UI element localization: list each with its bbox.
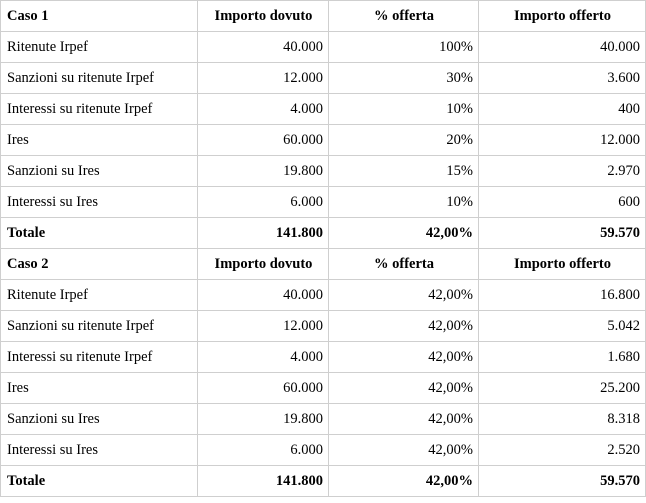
total-label: Totale <box>0 217 198 249</box>
importo-offerto-cell: 16.800 <box>478 279 646 311</box>
table-row: Sanzioni su ritenute Irpef 12.000 30% 3.… <box>0 62 646 94</box>
table-row: Interessi su Ires 6.000 42,00% 2.520 <box>0 434 646 466</box>
importo-dovuto-cell: 4.000 <box>197 341 329 373</box>
percent-offerta-cell: 15% <box>328 155 479 187</box>
section-title: Caso 1 <box>0 0 198 32</box>
row-label: Ires <box>0 372 198 404</box>
total-row: Totale 141.800 42,00% 59.570 <box>0 465 646 497</box>
importo-offerto-cell: 2.970 <box>478 155 646 187</box>
percent-offerta-cell: 42,00% <box>328 310 479 342</box>
importo-offerto-cell: 600 <box>478 186 646 218</box>
row-label: Sanzioni su Ires <box>0 403 198 435</box>
importo-dovuto-cell: 4.000 <box>197 93 329 125</box>
section-header-row: Caso 2 Importo dovuto % offerta Importo … <box>0 248 646 280</box>
row-label: Interessi su Ires <box>0 434 198 466</box>
importo-dovuto-cell: 6.000 <box>197 434 329 466</box>
table-row: Ires 60.000 42,00% 25.200 <box>0 372 646 404</box>
importo-offerto-cell: 5.042 <box>478 310 646 342</box>
percent-offerta-cell: 30% <box>328 62 479 94</box>
importo-dovuto-cell: 60.000 <box>197 372 329 404</box>
importo-offerto-cell: 40.000 <box>478 31 646 63</box>
table-row: Sanzioni su Ires 19.800 15% 2.970 <box>0 155 646 187</box>
importo-dovuto-cell: 40.000 <box>197 279 329 311</box>
total-importo-offerto: 59.570 <box>478 465 646 497</box>
importo-offerto-cell: 1.680 <box>478 341 646 373</box>
importo-offerto-cell: 8.318 <box>478 403 646 435</box>
percent-offerta-cell: 20% <box>328 124 479 156</box>
table-row: Ritenute Irpef 40.000 42,00% 16.800 <box>0 279 646 311</box>
row-label: Ritenute Irpef <box>0 31 198 63</box>
importo-offerto-cell: 12.000 <box>478 124 646 156</box>
table-row: Interessi su ritenute Irpef 4.000 42,00%… <box>0 341 646 373</box>
percent-offerta-cell: 42,00% <box>328 279 479 311</box>
table-row: Interessi su ritenute Irpef 4.000 10% 40… <box>0 93 646 125</box>
table-row: Interessi su Ires 6.000 10% 600 <box>0 186 646 218</box>
importo-offerto-cell: 2.520 <box>478 434 646 466</box>
column-header-importo-offerto: Importo offerto <box>478 0 646 32</box>
total-label: Totale <box>0 465 198 497</box>
total-importo-offerto: 59.570 <box>478 217 646 249</box>
column-header-importo-dovuto: Importo dovuto <box>197 248 329 280</box>
table-row: Ires 60.000 20% 12.000 <box>0 124 646 156</box>
importo-dovuto-cell: 12.000 <box>197 310 329 342</box>
row-label: Ires <box>0 124 198 156</box>
column-header-percent-offerta: % offerta <box>328 0 479 32</box>
table-row: Sanzioni su ritenute Irpef 12.000 42,00%… <box>0 310 646 342</box>
row-label: Sanzioni su ritenute Irpef <box>0 310 198 342</box>
percent-offerta-cell: 10% <box>328 93 479 125</box>
percent-offerta-cell: 42,00% <box>328 372 479 404</box>
importo-offerto-cell: 3.600 <box>478 62 646 94</box>
total-row: Totale 141.800 42,00% 59.570 <box>0 217 646 249</box>
importo-dovuto-cell: 12.000 <box>197 62 329 94</box>
table-row: Ritenute Irpef 40.000 100% 40.000 <box>0 31 646 63</box>
column-header-importo-dovuto: Importo dovuto <box>197 0 329 32</box>
importo-dovuto-cell: 60.000 <box>197 124 329 156</box>
percent-offerta-cell: 42,00% <box>328 434 479 466</box>
percent-offerta-cell: 42,00% <box>328 341 479 373</box>
total-importo-dovuto: 141.800 <box>197 217 329 249</box>
importo-dovuto-cell: 6.000 <box>197 186 329 218</box>
column-header-percent-offerta: % offerta <box>328 248 479 280</box>
table-row: Sanzioni su Ires 19.800 42,00% 8.318 <box>0 403 646 435</box>
row-label: Interessi su ritenute Irpef <box>0 93 198 125</box>
percent-offerta-cell: 10% <box>328 186 479 218</box>
row-label: Sanzioni su Ires <box>0 155 198 187</box>
row-label: Interessi su Ires <box>0 186 198 218</box>
total-percent-offerta: 42,00% <box>328 217 479 249</box>
importo-dovuto-cell: 19.800 <box>197 403 329 435</box>
row-label: Ritenute Irpef <box>0 279 198 311</box>
percent-offerta-cell: 100% <box>328 31 479 63</box>
section-title: Caso 2 <box>0 248 198 280</box>
section-header-row: Caso 1 Importo dovuto % offerta Importo … <box>0 0 646 32</box>
percent-offerta-cell: 42,00% <box>328 403 479 435</box>
row-label: Interessi su ritenute Irpef <box>0 341 198 373</box>
importo-offerto-cell: 25.200 <box>478 372 646 404</box>
row-label: Sanzioni su ritenute Irpef <box>0 62 198 94</box>
importo-dovuto-cell: 40.000 <box>197 31 329 63</box>
importo-offerto-cell: 400 <box>478 93 646 125</box>
importo-dovuto-cell: 19.800 <box>197 155 329 187</box>
column-header-importo-offerto: Importo offerto <box>478 248 646 280</box>
total-percent-offerta: 42,00% <box>328 465 479 497</box>
total-importo-dovuto: 141.800 <box>197 465 329 497</box>
